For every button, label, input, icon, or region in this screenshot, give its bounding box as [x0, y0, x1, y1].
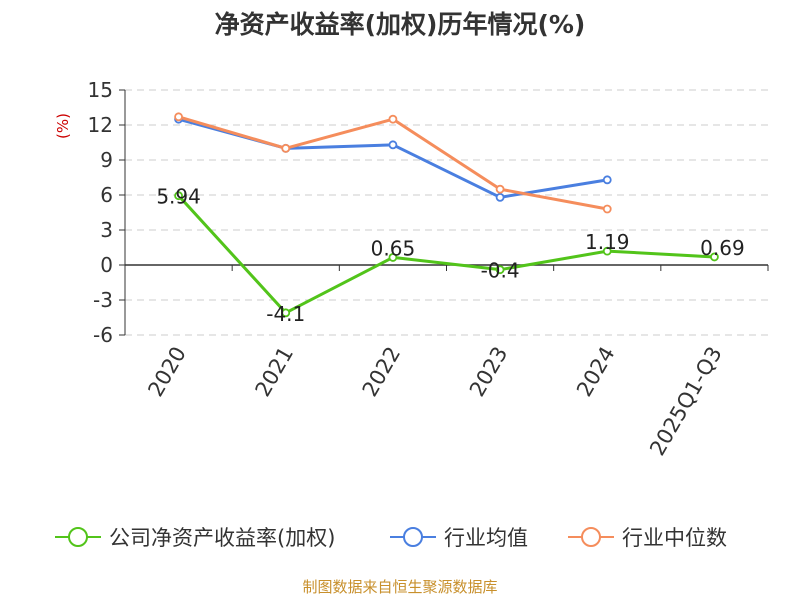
y-tick-label: -3 [93, 288, 113, 312]
data-label: 0.65 [371, 236, 416, 260]
data-label: 1.19 [585, 230, 630, 254]
series-line [178, 117, 608, 199]
y-tick-label: 0 [100, 253, 113, 277]
x-tick-label: 2021 [251, 343, 299, 401]
data-point [495, 192, 505, 202]
legend-label: 行业均值 [444, 526, 528, 550]
x-tick-label: 2022 [358, 343, 406, 401]
x-tick-label: 2025Q1-Q3 [645, 343, 727, 460]
y-tick-label: -6 [93, 323, 113, 347]
legend-label: 公司净资产收益率(加权) [109, 526, 335, 550]
data-label: 5.94 [156, 185, 201, 209]
data-point [174, 112, 183, 122]
data-point [602, 175, 612, 185]
data-point [495, 184, 505, 194]
legend-marker [403, 527, 423, 547]
y-tick-label: 15 [88, 78, 113, 102]
source-note: 制图数据来自恒生聚源数据库 [302, 578, 497, 596]
x-tick-label: 2020 [143, 343, 191, 401]
data-point [388, 114, 398, 124]
data-point [281, 308, 291, 318]
y-tick-label: 9 [100, 148, 113, 172]
axes: 15 12 9 6 3 0 -3 -6 2020 2021 2022 2023 2024 2025Q1-Q… [88, 78, 769, 460]
x-tick-label: 2023 [465, 343, 513, 401]
legend-item[interactable]: 公司净资产收益率(加权) [55, 526, 335, 550]
legend-label: 行业中位数 [622, 526, 727, 550]
legend-marker [581, 527, 601, 547]
legend-item[interactable]: 行业均值 [390, 526, 528, 550]
legend[interactable]: 公司净资产收益率(加权) 行业均值 行业中位数 [55, 526, 727, 550]
legend-marker [68, 527, 88, 547]
data-point [602, 246, 612, 256]
data-point [602, 204, 612, 214]
data-point [281, 143, 291, 153]
series-lines [174, 112, 719, 318]
data-label: 0.69 [700, 236, 745, 260]
data-label: -0.4 [481, 259, 520, 283]
data-point [495, 265, 505, 275]
grid-lines [125, 89, 768, 336]
data-point [174, 191, 183, 201]
x-tick-label: 2024 [572, 343, 620, 401]
y-axis-unit-label: (%) [54, 113, 72, 139]
chart-title: 净资产收益率(加权)历年情况(%) [215, 10, 586, 39]
data-label: -4.1 [266, 302, 305, 326]
data-point [388, 253, 398, 262]
data-point [710, 252, 719, 262]
y-tick-label: 6 [100, 183, 113, 207]
data-point [388, 140, 398, 150]
legend-item[interactable]: 行业中位数 [568, 526, 727, 550]
series-line [177, 194, 715, 315]
data-labels: 5.94 -4.1 0.65 -0.4 1.19 0.69 [156, 185, 744, 326]
y-tick-label: 12 [88, 113, 113, 137]
y-tick-label: 3 [100, 218, 113, 242]
